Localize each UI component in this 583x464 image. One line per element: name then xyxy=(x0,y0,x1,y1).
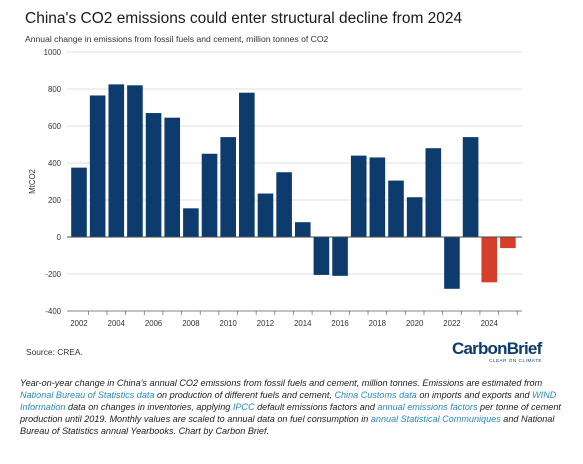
x-tick-label: 2022 xyxy=(443,319,460,328)
bar-2021 xyxy=(425,148,442,237)
y-tick-label: -400 xyxy=(45,307,61,316)
bar-2006 xyxy=(145,113,162,237)
bar-2022 xyxy=(444,237,460,289)
bar-2024 xyxy=(481,237,498,283)
bar-2012 xyxy=(257,193,274,237)
bar-2017 xyxy=(350,155,367,237)
bar-2010 xyxy=(220,137,236,237)
bar-2015 xyxy=(313,237,330,275)
x-tick-label: 2006 xyxy=(145,319,162,328)
bar-2002 xyxy=(71,167,87,237)
bar-2020 xyxy=(406,197,423,237)
caption-text: default emissions factors and xyxy=(254,402,378,412)
caption-text: on production of different fuels and cem… xyxy=(154,390,335,400)
bar-2019 xyxy=(388,180,404,237)
caption-text: on imports and exports and xyxy=(416,390,533,400)
y-tick-label: -200 xyxy=(45,270,61,279)
caption-link[interactable]: annual Statistical Communiques xyxy=(370,414,501,424)
x-tick-label: 2010 xyxy=(220,319,238,328)
y-tick-label: 0 xyxy=(57,233,62,242)
bar-2025 xyxy=(500,237,516,249)
carbon-brief-logo: CarbonBrief CLEAR ON CLIMATE xyxy=(452,340,542,366)
logo-tagline: CLEAR ON CLIMATE xyxy=(489,358,543,363)
logo-wordmark: CarbonBrief xyxy=(452,339,542,358)
x-tick-label: 2002 xyxy=(70,319,87,328)
figure-caption: Year-on-year change in China's annual CO… xyxy=(20,377,568,437)
caption-link[interactable]: annual emissions factors xyxy=(377,402,478,412)
y-tick-label: 800 xyxy=(48,85,62,94)
bar-2016 xyxy=(332,237,348,276)
bar-2005 xyxy=(127,85,143,237)
x-tick-label: 2012 xyxy=(257,319,274,328)
x-tick-label: 2016 xyxy=(331,319,348,328)
caption-text: per tonne of cement production until 201… xyxy=(20,402,561,424)
chart-figure: China's CO2 emissions could enter struct… xyxy=(25,10,542,366)
x-tick-label: 2008 xyxy=(182,319,199,328)
x-tick-label: 2020 xyxy=(406,319,424,328)
bar-2009 xyxy=(201,153,218,237)
x-tick-label: 2014 xyxy=(294,319,312,328)
caption-link[interactable]: China Customs data xyxy=(334,390,417,400)
x-tick-label: 2024 xyxy=(481,319,499,328)
x-tick-label: 2018 xyxy=(369,319,386,328)
x-tick-label: 2004 xyxy=(108,319,126,328)
source-note: Source: CREA. xyxy=(26,347,83,357)
y-tick-label: 1000 xyxy=(44,48,62,57)
y-tick-label: 600 xyxy=(48,122,62,131)
y-axis-label: MtCO2 xyxy=(28,169,37,194)
y-tick-label: 400 xyxy=(48,159,62,168)
bar-2018 xyxy=(369,157,386,237)
bar-2007 xyxy=(164,117,181,237)
bar-2008 xyxy=(183,208,199,237)
bar-2013 xyxy=(276,172,292,237)
bar-2011 xyxy=(239,92,255,237)
caption-link[interactable]: IPCC xyxy=(232,402,255,412)
y-tick-label: 200 xyxy=(48,196,62,205)
bar-2014 xyxy=(294,222,311,237)
caption-link[interactable]: WIND Information xyxy=(20,390,557,412)
caption-text: data on changes in inventories, applying xyxy=(65,402,233,412)
bar-2023 xyxy=(462,137,479,237)
caption-link[interactable]: National Bureau of Statistics data xyxy=(20,390,155,400)
chart-subtitle: Annual change in emissions from fossil f… xyxy=(25,34,329,44)
caption-text: and National Bureau of Statistics annual… xyxy=(20,414,555,436)
bar-chart: -400 -200 0 200 400 600 800 1000 MtCO2 2002 2004 20… xyxy=(28,48,522,328)
bar-2003 xyxy=(89,95,106,237)
caption-text: Year-on-year change in China's annual CO… xyxy=(20,378,543,388)
chart-title: China's CO2 emissions could enter struct… xyxy=(25,10,463,27)
bar-2004 xyxy=(108,84,125,237)
